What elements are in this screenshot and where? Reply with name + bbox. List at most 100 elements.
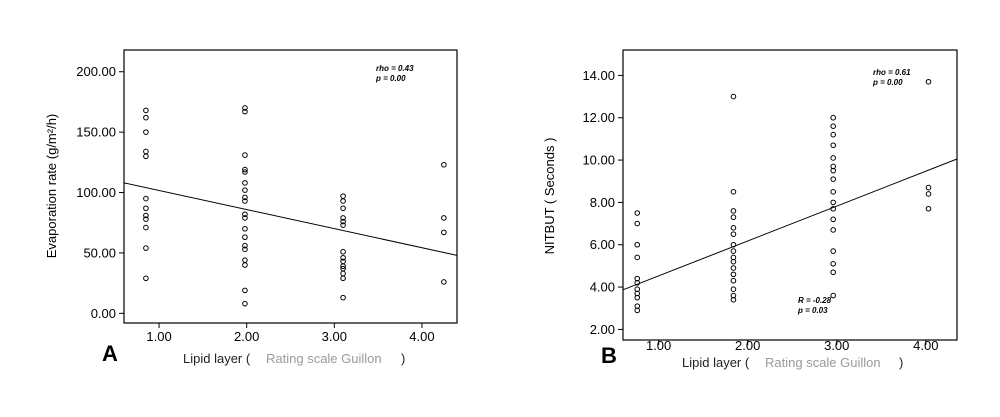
- data-point: [730, 286, 737, 292]
- y-tick-label: 8.00: [590, 195, 615, 210]
- data-point: [634, 241, 641, 248]
- regression-line-a: [123, 182, 458, 256]
- annotation-b-3: R = -0.28: [798, 296, 832, 305]
- y-tick-label: 10.00: [582, 153, 615, 168]
- points-b: [634, 78, 932, 314]
- data-point: [730, 271, 737, 278]
- data-point: [730, 208, 737, 214]
- annotation-b-1: rho = 0.61: [873, 68, 911, 77]
- data-point: [925, 184, 932, 191]
- data-point: [143, 153, 149, 160]
- data-point: [242, 108, 248, 115]
- data-point: [830, 248, 836, 254]
- data-point: [242, 242, 248, 249]
- data-point: [242, 225, 248, 232]
- y-axis-label-b: NITBUT ( Seconds ): [542, 138, 557, 255]
- annotation-a-2: p = 0.00: [375, 74, 406, 83]
- y-tick-label: 2.00: [590, 322, 615, 337]
- x-tick-label: 2.00: [735, 338, 760, 353]
- x-tick-label: 3.00: [322, 329, 347, 344]
- data-point: [830, 176, 836, 182]
- data-point: [242, 198, 248, 204]
- data-point: [242, 194, 248, 201]
- data-point: [242, 215, 248, 221]
- data-point: [830, 167, 836, 174]
- data-point: [143, 114, 149, 121]
- data-point: [830, 199, 836, 206]
- data-point: [242, 166, 248, 173]
- data-point: [242, 169, 248, 175]
- data-point: [242, 234, 248, 241]
- data-point: [730, 214, 737, 221]
- ticks-b: 2.00 4.00 6.00 8.00 10.00 12.00 14.00 1.00 2.00 3…: [582, 68, 938, 353]
- data-point: [242, 211, 248, 218]
- data-point: [143, 212, 149, 219]
- data-point: [242, 300, 248, 307]
- data-point: [730, 277, 737, 284]
- data-point: [242, 187, 248, 193]
- x-tick-label: 3.00: [824, 338, 849, 353]
- data-point: [925, 78, 932, 85]
- data-point: [830, 142, 836, 149]
- y-tick-label: 150.00: [76, 125, 116, 140]
- data-point: [242, 262, 248, 268]
- panel-b: 2.00 4.00 6.00 8.00 10.00 12.00 14.00 1.00 2.00 3…: [542, 49, 958, 370]
- data-point: [143, 107, 149, 114]
- y-tick-label: 200.00: [76, 64, 116, 79]
- data-point: [830, 260, 836, 267]
- data-point: [730, 248, 737, 254]
- data-point: [441, 215, 447, 221]
- data-point: [340, 294, 346, 301]
- data-point: [441, 279, 447, 285]
- data-point: [242, 105, 248, 111]
- data-point: [143, 224, 149, 231]
- y-tick-label: 50.00: [83, 245, 116, 260]
- data-point: [830, 189, 836, 195]
- y-axis-label-a: Evaporation rate (g/m²/h): [44, 114, 59, 259]
- data-point: [143, 148, 149, 155]
- x-axis-label-a-part2: Rating scale Guillon: [266, 351, 382, 366]
- data-point: [730, 296, 737, 303]
- y-tick-label: 4.00: [590, 280, 615, 295]
- data-point: [634, 294, 641, 301]
- y-tick-label: 0.00: [91, 306, 116, 321]
- data-point: [925, 191, 932, 197]
- plot-frame-a: [123, 49, 458, 324]
- data-point: [143, 129, 149, 135]
- x-axis-label-b-part3: ): [899, 355, 903, 370]
- data-point: [242, 287, 248, 294]
- x-tick-label: 4.00: [913, 338, 938, 353]
- data-point: [730, 93, 737, 100]
- data-point: [242, 152, 248, 158]
- data-point: [634, 254, 641, 261]
- data-point: [340, 275, 346, 282]
- panel-a: 0.00 50.00 100.00 150.00 200.00 1.00 2.00 3.00 4…: [44, 49, 458, 366]
- x-tick-label: 1.00: [146, 329, 171, 344]
- data-point: [143, 245, 149, 251]
- data-point: [441, 161, 447, 168]
- x-tick-label: 2.00: [234, 329, 259, 344]
- data-point: [143, 195, 149, 202]
- data-point: [730, 231, 737, 237]
- data-point: [830, 269, 836, 276]
- data-point: [830, 123, 836, 130]
- data-point: [830, 114, 836, 121]
- data-point: [634, 307, 641, 314]
- data-point: [441, 229, 447, 236]
- panel-label-b: B: [601, 343, 617, 368]
- data-point: [143, 216, 149, 222]
- x-axis-label-a-part3: ): [401, 351, 405, 366]
- data-point: [830, 131, 836, 138]
- data-point: [340, 198, 346, 204]
- points-a: [143, 105, 447, 307]
- data-point: [830, 227, 836, 233]
- data-point: [830, 216, 836, 223]
- x-tick-label: 1.00: [646, 338, 671, 353]
- panel-label-a: A: [102, 341, 118, 366]
- data-point: [830, 292, 836, 299]
- data-point: [730, 258, 737, 265]
- annotation-b-2: p = 0.00: [872, 78, 903, 87]
- data-point: [634, 210, 641, 216]
- y-tick-label: 12.00: [582, 110, 615, 125]
